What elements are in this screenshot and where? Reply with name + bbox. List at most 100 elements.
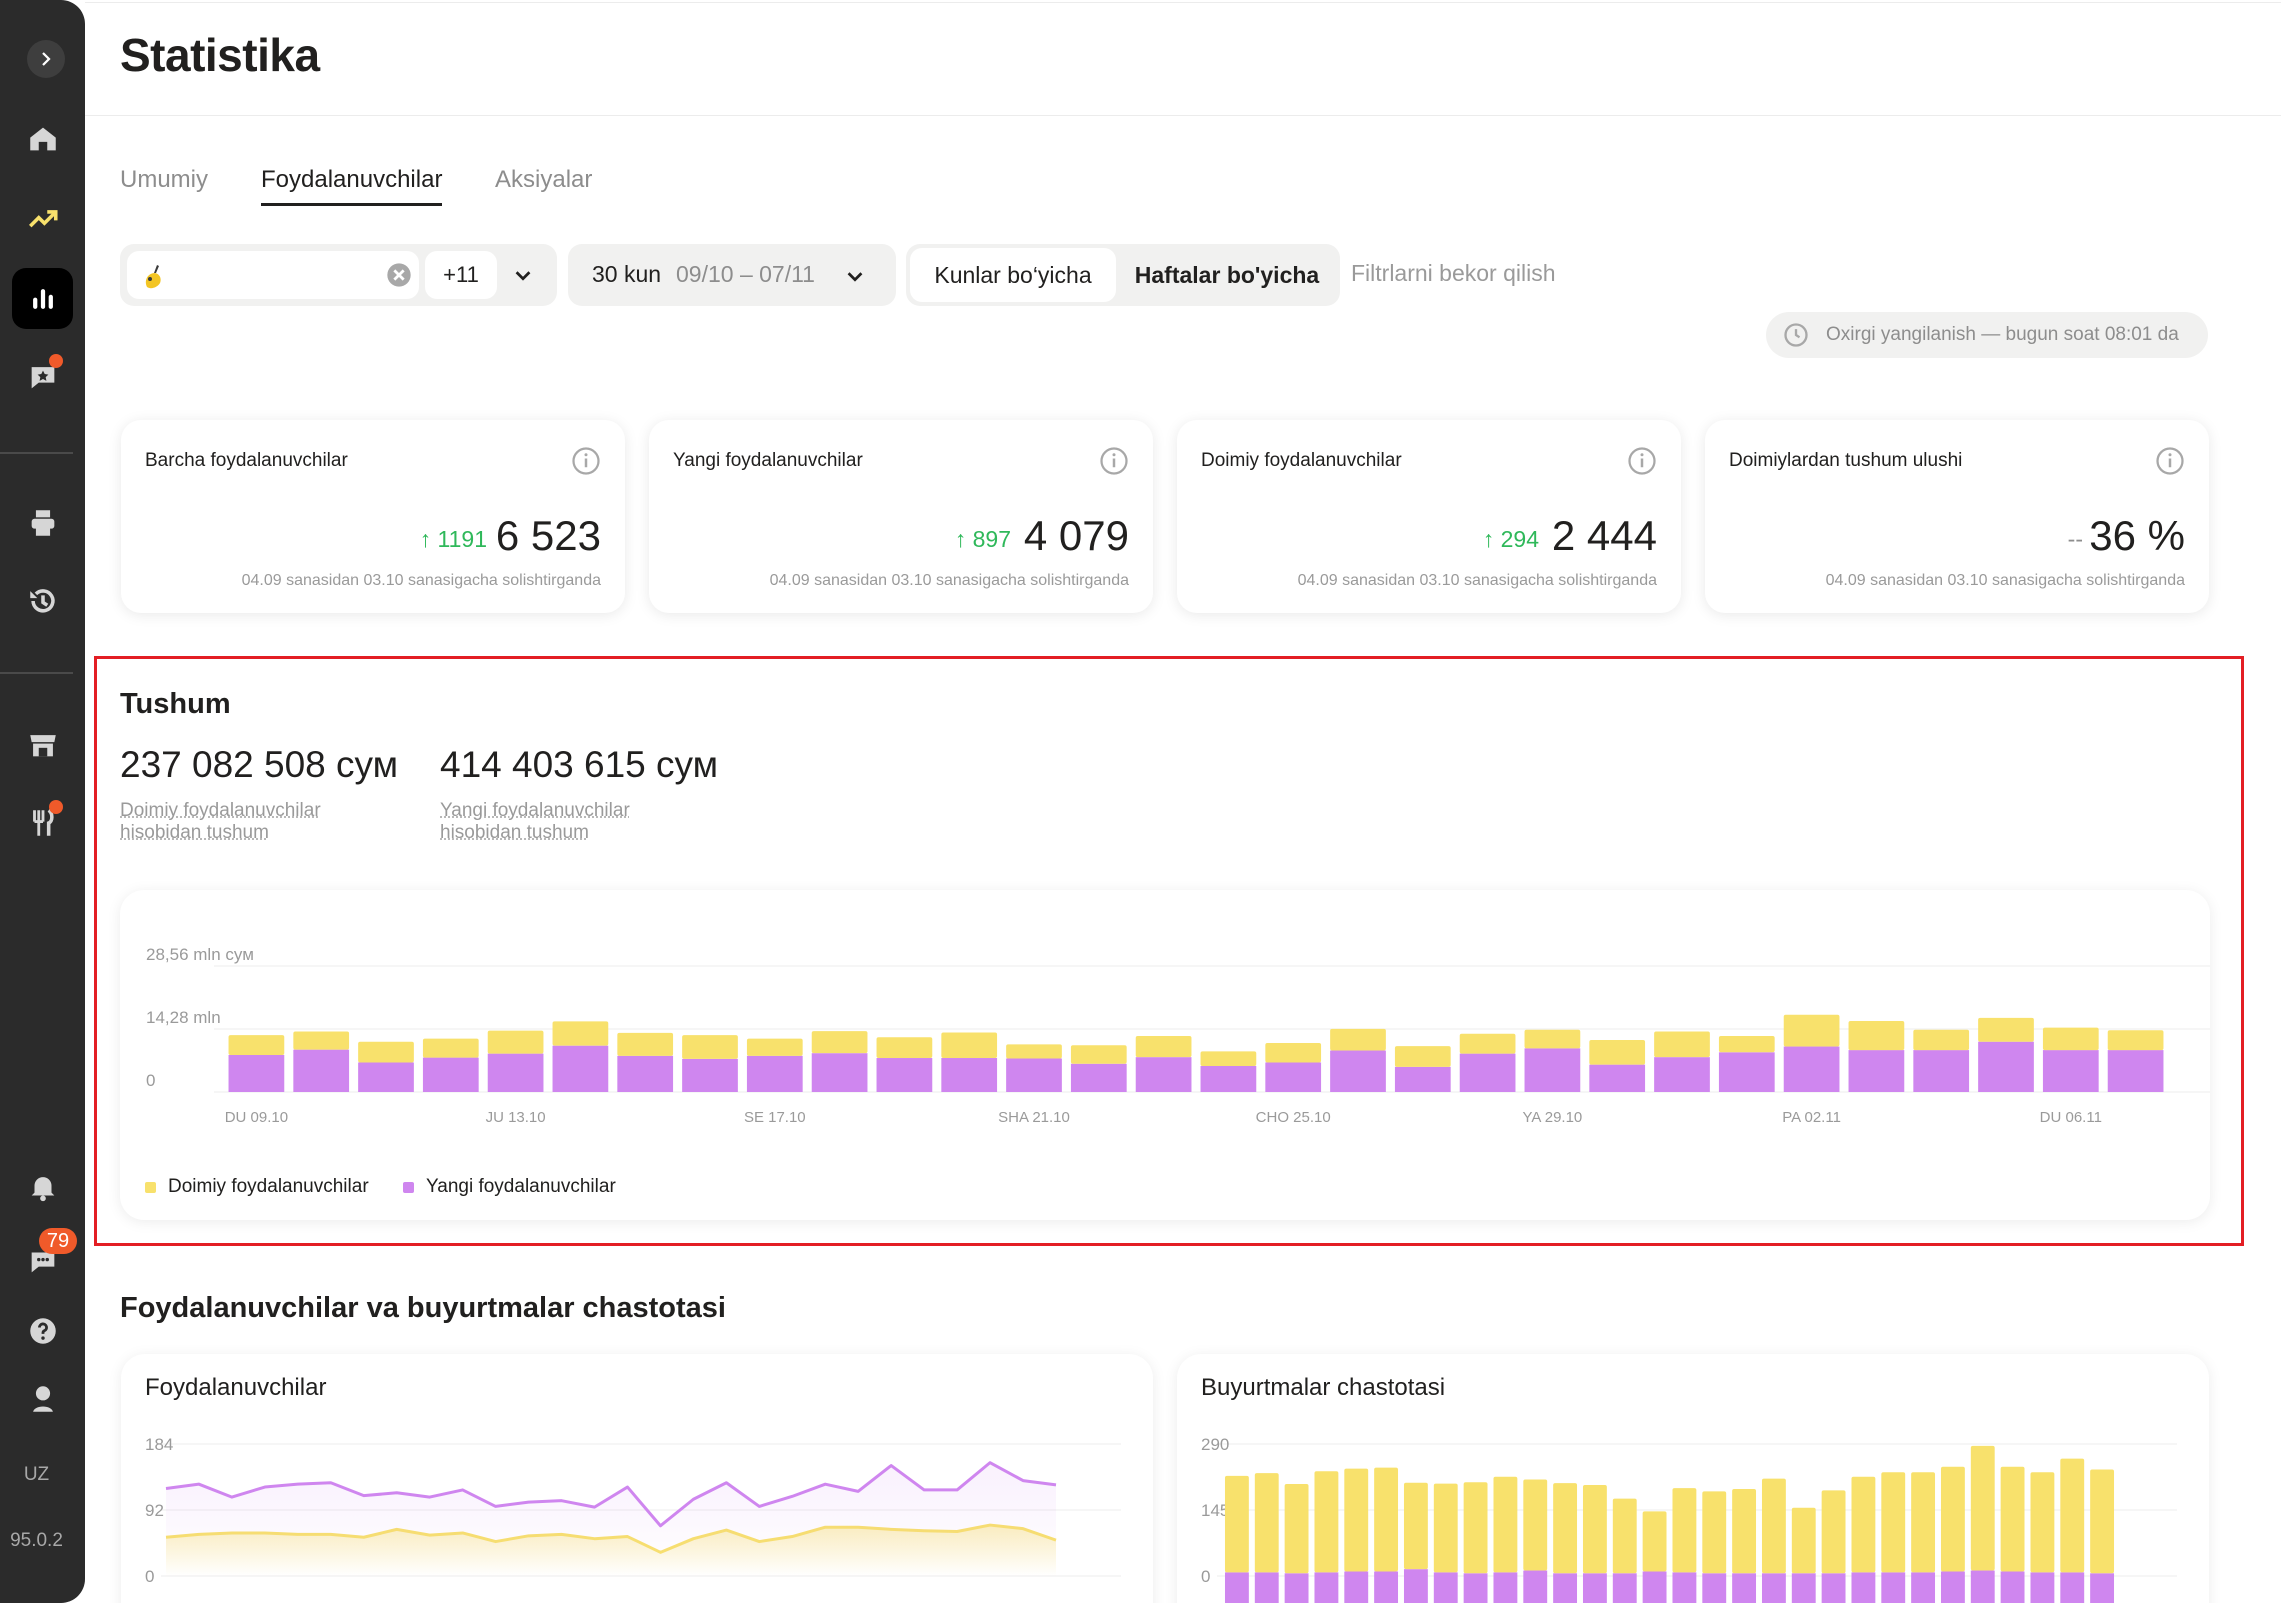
bar-segment-regular [293,1032,349,1050]
kpi-title: Doimiy foydalanuvchilar [1201,450,1402,472]
bar-segment-purple [1672,1572,1696,1603]
bar-segment-regular [1330,1029,1386,1051]
y-tick-label: 184 [145,1435,173,1454]
sidebar-item-reviews[interactable] [12,346,73,407]
bar-segment-yellow [1374,1468,1398,1572]
sidebar-item-store[interactable] [12,714,73,775]
bar-segment-new [1719,1052,1775,1092]
bar-segment-purple [1464,1573,1488,1603]
sidebar-item-restaurant[interactable] [12,792,73,853]
kpi-title: Yangi foydalanuvchilar [673,450,863,472]
sidebar-item-notifications[interactable] [12,1156,73,1217]
sidebar-item-home[interactable] [12,108,73,169]
bar-segment-regular [1395,1046,1451,1067]
legend-label: Yangi foydalanuvchilar [426,1176,616,1198]
bar-segment-new [488,1054,544,1092]
bar-segment-new [747,1056,803,1092]
bar-segment-purple [1225,1572,1249,1603]
last-update-text: Oxirgi yangilanish — bugun soat 08:01 da [1826,324,2179,346]
reset-filters-link[interactable]: Filtrlarni bekor qilish [1351,260,1556,287]
bar-segment-yellow [1911,1472,1935,1572]
x-tick-label: JU 13.10 [486,1109,546,1126]
bar-segment-purple [1613,1573,1637,1603]
top-divider [85,2,2281,3]
kpi-value: 2 444 [1552,512,1657,560]
sidebar-item-statistics[interactable] [12,268,73,329]
info-icon[interactable] [1099,446,1129,476]
info-icon[interactable] [2155,446,2185,476]
bar-segment-purple [1851,1572,1875,1603]
bar-segment-regular [2108,1030,2164,1050]
bar-segment-purple [1374,1571,1398,1603]
bar-segment-yellow [1792,1508,1816,1574]
kpi-note: 04.09 sanasidan 03.10 sanasigacha solish… [1298,572,1657,590]
bar-segment-new [423,1058,479,1092]
sidebar-item-support[interactable] [12,1368,73,1429]
tab-general[interactable]: Umumiy [120,166,208,194]
kpi-note: 04.09 sanasidan 03.10 sanasigacha solish… [242,572,601,590]
bar-segment-yellow [1344,1469,1368,1572]
kpi-note: 04.09 sanasidan 03.10 sanasigacha solish… [1826,572,2185,590]
bar-segment-purple [1971,1571,1995,1603]
bar-segment-yellow [1822,1490,1846,1573]
bar-segment-regular [1589,1040,1645,1065]
tab-users[interactable]: Foydalanuvchilar [261,166,442,194]
sidebar-item-history[interactable] [12,570,73,631]
sidebar-item-help[interactable] [12,1300,73,1361]
last-update-badge: Oxirgi yangilanish — bugun soat 08:01 da [1766,312,2208,358]
new-revenue-value: 414 403 615 сум [440,744,718,786]
bar-segment-yellow [1434,1484,1458,1573]
bar-segment-regular [1201,1051,1257,1066]
y-tick-label: 290 [1201,1435,1229,1454]
kpi-value: 6 523 [496,512,601,560]
bar-segment-purple [1792,1573,1816,1603]
bar-segment-new [1460,1054,1516,1092]
bar-segment-purple [1941,1571,1965,1603]
clear-icon[interactable] [385,261,413,289]
sidebar-item-trends[interactable] [12,188,73,249]
bar-segment-purple [1911,1572,1935,1603]
chevron-down-icon[interactable] [512,264,534,286]
new-revenue-label[interactable]: Yangi foydalanuvchilar hisobidan tushum [440,800,670,844]
bar-segment-new [1978,1042,2034,1092]
selected-stores-count[interactable]: +11 [425,251,497,299]
bar-segment-yellow [1464,1482,1488,1573]
regular-revenue-label[interactable]: Doimiy foydalanuvchilar hisobidan tushum [120,800,350,844]
store-select-input[interactable] [127,251,419,299]
period-filter[interactable]: 30 kun 09/10 – 07/11 [568,244,896,306]
bar-segment-new [1136,1057,1192,1092]
granularity-days-button[interactable]: Kunlar bo‘yicha [910,248,1116,302]
y-tick-label: 0 [146,1071,155,1090]
kpi-delta: ↑ 1191 [420,526,487,553]
bar-segment-purple [1762,1573,1786,1603]
legend-label: Doimiy foydalanuvchilar [168,1176,369,1198]
bar-segment-yellow [1762,1479,1786,1574]
kpi-note: 04.09 sanasidan 03.10 sanasigacha solish… [770,572,1129,590]
language-switcher[interactable]: UZ [0,1464,73,1486]
bar-segment-yellow [1881,1472,1905,1572]
sidebar-item-chat[interactable]: 79 [12,1230,73,1291]
bar-segment-purple [1702,1573,1726,1603]
bar-segment-new [1654,1057,1710,1092]
tab-promotions[interactable]: Aksiyalar [495,166,592,194]
bar-segment-new [1006,1058,1062,1092]
legend-item-new[interactable]: Yangi foydalanuvchilar [403,1176,616,1198]
users-chart-title: Foydalanuvchilar [145,1374,326,1402]
granularity-weeks-button[interactable]: Haftalar bo'yicha [1118,248,1336,302]
revenue-chart-card: 0 14,28 mln 28,56 mln сум DU 09.10 JU 13.10 S… [120,890,2210,1220]
x-tick-label: DU 09.10 [225,1109,288,1126]
bar-segment-yellow [2060,1459,2084,1573]
sidebar-item-printer[interactable] [12,492,73,553]
chevron-down-icon [844,265,866,287]
legend-swatch [403,1182,414,1193]
bell-icon [26,1170,60,1204]
clock-icon [1782,321,1810,349]
trend-icon [26,202,60,236]
kpi-title: Barcha foydalanuvchilar [145,450,348,472]
sidebar-toggle-button[interactable] [27,40,65,78]
bar-segment-yellow [1583,1485,1607,1573]
info-icon[interactable] [1627,446,1657,476]
info-icon[interactable] [571,446,601,476]
legend-item-regular[interactable]: Doimiy foydalanuvchilar [145,1176,369,1198]
bar-segment-new [1265,1062,1321,1092]
